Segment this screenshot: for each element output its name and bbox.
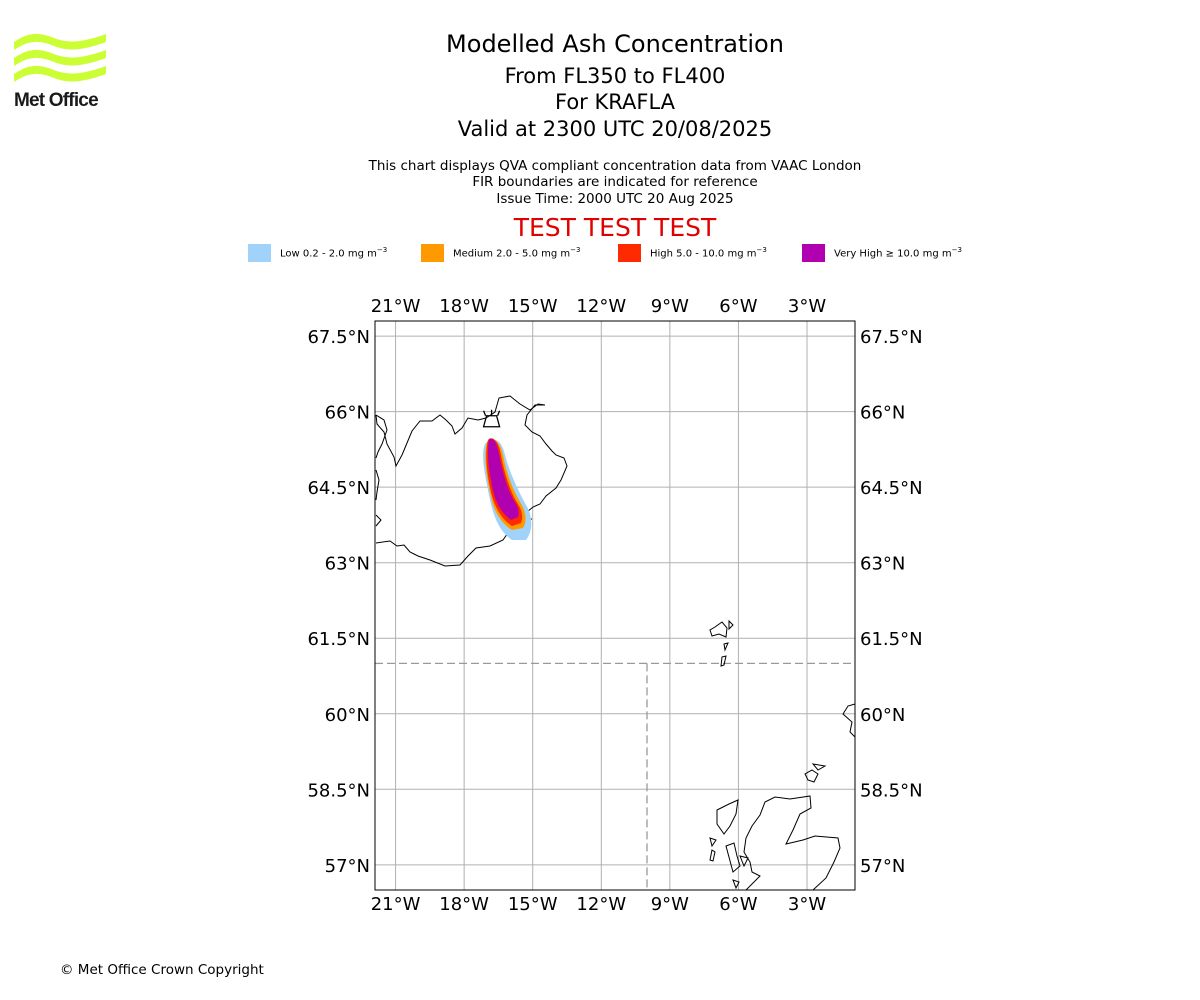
lat-tick-label-left: 57°N [325, 856, 370, 877]
faroe-islands [709, 619, 734, 667]
volcano-icon [482, 409, 501, 428]
logo-text: Met Office [14, 90, 99, 111]
lon-tick-label-bottom: 15°W [508, 894, 558, 915]
fir-boundaries [375, 662, 855, 890]
met-office-waves-icon [14, 33, 106, 82]
lon-tick-label-top: 6°W [719, 296, 757, 317]
lon-tick-label-top: 18°W [439, 296, 489, 317]
iceland-coastline [375, 395, 568, 567]
legend-label-low: Low 0.2 - 2.0 mg m−3 [280, 246, 388, 260]
lat-tick-label-right: 60°N [860, 705, 905, 726]
scotland-coast [709, 795, 855, 891]
lat-tick-label-left: 66°N [325, 403, 370, 424]
lat-tick-label-right: 58.5°N [860, 780, 923, 801]
met-office-logo: Met Office [14, 30, 114, 115]
lat-tick-label-right: 63°N [860, 554, 905, 575]
lat-tick-label-left: 58.5°N [307, 780, 370, 801]
axis-tick-labels: 21°W 21°W 18°W 18°W 15°W 15°W 12°W 12°W 9°W 9°W 6°… [307, 296, 922, 915]
lat-tick-label-right: 57°N [860, 856, 905, 877]
coastlines [375, 395, 856, 891]
lat-tick-label-right: 67.5°N [860, 327, 923, 348]
legend-label-high: High 5.0 - 10.0 mg m−3 [650, 246, 767, 260]
valid-time: Valid at 2300 UTC 20/08/2025 [457, 117, 773, 141]
lat-tick-label-right: 61.5°N [860, 629, 923, 650]
flight-level-range: From FL350 to FL400 [504, 64, 726, 88]
lon-tick-label-bottom: 21°W [371, 894, 421, 915]
map-background [375, 321, 855, 890]
issue-time: Issue Time: 2000 UTC 20 Aug 2025 [496, 191, 734, 207]
volcano-name: For KRAFLA [555, 90, 675, 114]
lat-tick-label-left: 63°N [325, 554, 370, 575]
lon-tick-label-bottom: 6°W [719, 894, 757, 915]
lon-tick-label-bottom: 12°W [576, 894, 626, 915]
description-line: This chart displays QVA compliant concen… [368, 158, 862, 174]
shetland-coast [804, 703, 856, 783]
legend-swatch-low [248, 244, 271, 262]
lat-tick-label-left: 60°N [325, 705, 370, 726]
legend-swatch-medium [421, 244, 444, 262]
ash-plume [483, 438, 532, 540]
lon-tick-label-bottom: 18°W [439, 894, 489, 915]
lat-tick-label-left: 64.5°N [307, 478, 370, 499]
legend-swatch-high [618, 244, 641, 262]
ash-plume-very-high [487, 438, 519, 520]
map-frame [374, 320, 856, 891]
chart-title: Modelled Ash Concentration [446, 30, 784, 58]
test-banner: TEST TEST TEST [513, 213, 717, 242]
copyright-notice: © Met Office Crown Copyright [60, 962, 264, 978]
lon-tick-label-top: 12°W [576, 296, 626, 317]
lat-tick-label-left: 67.5°N [307, 327, 370, 348]
lon-tick-label-top: 15°W [508, 296, 558, 317]
lat-tick-label-right: 66°N [860, 403, 905, 424]
lon-tick-label-top: 21°W [371, 296, 421, 317]
lon-tick-label-bottom: 9°W [651, 894, 689, 915]
lat-tick-label-left: 61.5°N [307, 629, 370, 650]
legend-label-medium: Medium 2.0 - 5.0 mg m−3 [453, 246, 581, 260]
legend-swatch-very-high [802, 244, 825, 262]
lon-tick-label-bottom: 3°W [788, 894, 826, 915]
lon-tick-label-top: 9°W [651, 296, 689, 317]
lat-tick-label-right: 64.5°N [860, 478, 923, 499]
fir-note: FIR boundaries are indicated for referen… [472, 174, 758, 190]
graticule [375, 321, 855, 890]
lon-tick-label-top: 3°W [788, 296, 826, 317]
legend-label-very-high: Very High ≥ 10.0 mg m−3 [834, 246, 962, 260]
